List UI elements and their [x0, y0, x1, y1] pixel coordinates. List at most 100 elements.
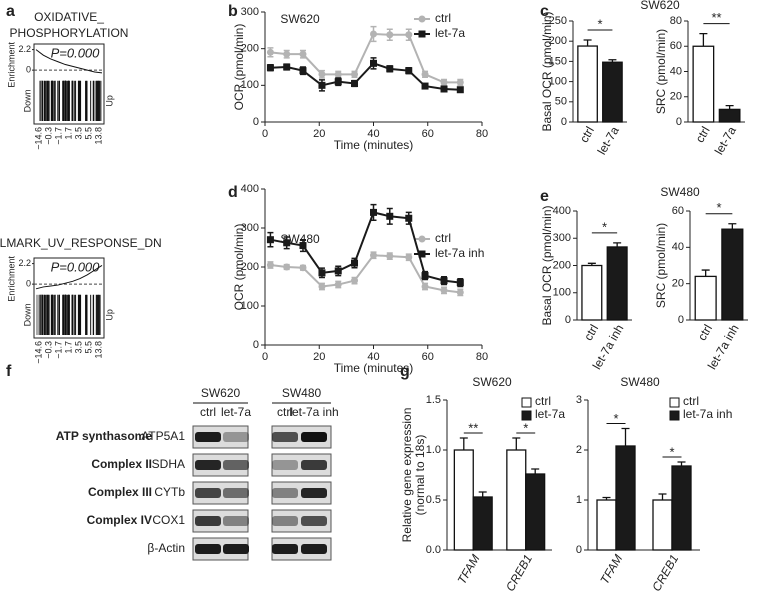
marker	[299, 50, 307, 58]
error-bar	[728, 223, 737, 230]
y-tick-label: 0	[26, 65, 31, 75]
y-label: Relative gene expression	[400, 408, 414, 543]
gsea-title: HALLMARK_UV_RESPONSE_DN	[0, 236, 162, 250]
gsea-box	[33, 43, 105, 125]
marker	[334, 281, 342, 289]
protein-label: CYTb	[154, 485, 185, 499]
marker	[318, 81, 326, 89]
annotation: P=0.000	[51, 259, 101, 274]
band	[301, 516, 327, 526]
y-tick-label: 0	[576, 544, 582, 556]
bar	[472, 496, 493, 551]
y-label: SRC (pmol/min)	[654, 223, 668, 308]
error-bar	[699, 32, 708, 47]
x-tick-label: 5.5	[83, 341, 93, 354]
y-tick-label: 100	[241, 300, 259, 312]
bar	[506, 449, 527, 551]
y-tick-label: 2.2	[18, 44, 31, 54]
marker	[440, 286, 448, 294]
y-tick-label: 0	[565, 314, 571, 326]
y-tick-label: 400	[241, 183, 259, 195]
x-tick-label: 20	[313, 351, 325, 363]
band	[272, 460, 298, 470]
error-bar	[658, 493, 667, 500]
marker	[421, 70, 429, 78]
marker	[334, 267, 342, 275]
sig-label: **	[468, 420, 478, 435]
x-label: Time (minutes)	[334, 138, 414, 152]
marker	[456, 78, 464, 86]
y-tick-label: 40	[670, 65, 682, 77]
marker	[318, 70, 326, 78]
complex-label: ATP synthasome	[56, 429, 153, 443]
marker	[440, 85, 448, 93]
y-tick-label: 0	[676, 116, 682, 128]
y-tick-label: 0.0	[426, 544, 441, 556]
x-tick-label: TFAM	[455, 552, 483, 587]
protein-label: SDHA	[152, 457, 185, 471]
marker	[351, 80, 359, 87]
legend-label: let-7a	[535, 407, 565, 421]
marker	[456, 288, 464, 296]
cell-line: SW620	[201, 386, 241, 400]
legend-marker	[521, 397, 532, 408]
x-tick-label: −14.6	[33, 127, 43, 150]
y-tick-label: 3	[576, 394, 582, 406]
marker	[405, 214, 413, 222]
sig-label: *	[669, 444, 674, 459]
bar	[581, 264, 603, 321]
marker	[318, 283, 326, 290]
band	[301, 432, 327, 442]
x-tick-label: 0	[262, 351, 268, 363]
y-tick-label: 200	[241, 261, 259, 273]
up-label: Up	[104, 95, 114, 107]
marker	[405, 253, 413, 261]
band	[223, 516, 249, 526]
marker	[334, 78, 342, 86]
x-tick-label: 40	[367, 351, 379, 363]
marker	[266, 64, 274, 72]
band	[223, 488, 249, 498]
legend-label: ctrl	[435, 11, 451, 25]
error-bar	[725, 104, 734, 110]
y-tick-label: 100	[549, 76, 567, 88]
y-tick-label: 40	[672, 241, 684, 253]
marker	[351, 70, 359, 78]
bar	[606, 246, 628, 321]
bar	[577, 45, 598, 123]
bar	[453, 449, 474, 551]
band	[195, 460, 221, 470]
x-tick-label: ctrl	[577, 124, 597, 145]
error-bar	[701, 269, 710, 277]
band	[223, 544, 249, 554]
down-label: Down	[22, 89, 32, 112]
sig-label: *	[602, 219, 607, 234]
band	[195, 488, 221, 498]
gsea-title: OXIDATIVE_	[34, 10, 104, 24]
series-line	[270, 211, 461, 284]
marker	[456, 86, 464, 94]
x-tick-label: CREB1	[649, 552, 681, 592]
sig-label: *	[716, 200, 721, 215]
y-tick-label: 0	[561, 116, 567, 128]
bar	[652, 499, 673, 551]
x-tick-label: 80	[476, 351, 488, 363]
x-tick-label: 60	[422, 351, 434, 363]
marker	[266, 261, 274, 269]
error-bar	[613, 242, 622, 247]
x-label: Time (minutes)	[334, 361, 414, 375]
down-label: Down	[22, 303, 32, 326]
legend-label: ctrl	[435, 231, 451, 245]
x-tick-label: 13.8	[93, 341, 103, 359]
bar	[596, 499, 617, 551]
x-tick-label: 20	[313, 128, 325, 140]
y-tick-label: 250	[549, 15, 567, 27]
marker	[421, 82, 429, 90]
x-tick-label: −0.3	[43, 127, 53, 145]
band	[272, 432, 298, 442]
y-label: OCR (pmol/min)	[232, 24, 246, 111]
y-label: Basal OCR (pmol/min)	[540, 11, 554, 131]
y-tick-label: 0	[253, 339, 259, 351]
